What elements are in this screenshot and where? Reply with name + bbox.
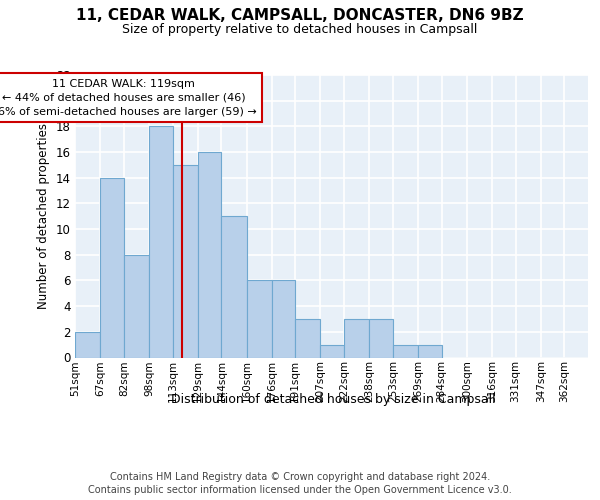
Text: Contains HM Land Registry data © Crown copyright and database right 2024.: Contains HM Land Registry data © Crown c… — [110, 472, 490, 482]
Bar — [369, 319, 393, 358]
Bar — [221, 216, 247, 358]
Bar — [149, 126, 173, 358]
Bar — [247, 280, 272, 357]
Bar — [198, 152, 221, 358]
Bar — [75, 332, 100, 357]
Y-axis label: Number of detached properties: Number of detached properties — [37, 123, 50, 309]
Bar — [393, 344, 418, 358]
Bar — [100, 178, 124, 358]
Bar — [124, 255, 149, 358]
Text: Distribution of detached houses by size in Campsall: Distribution of detached houses by size … — [170, 392, 496, 406]
Bar — [272, 280, 295, 357]
Bar — [173, 165, 198, 358]
Bar — [320, 344, 344, 358]
Bar — [344, 319, 369, 358]
Text: Size of property relative to detached houses in Campsall: Size of property relative to detached ho… — [122, 22, 478, 36]
Bar — [295, 319, 320, 358]
Text: 11, CEDAR WALK, CAMPSALL, DONCASTER, DN6 9BZ: 11, CEDAR WALK, CAMPSALL, DONCASTER, DN6… — [76, 8, 524, 22]
Text: Contains public sector information licensed under the Open Government Licence v3: Contains public sector information licen… — [88, 485, 512, 495]
Bar — [418, 344, 442, 358]
Text: 11 CEDAR WALK: 119sqm
← 44% of detached houses are smaller (46)
56% of semi-deta: 11 CEDAR WALK: 119sqm ← 44% of detached … — [0, 79, 257, 117]
